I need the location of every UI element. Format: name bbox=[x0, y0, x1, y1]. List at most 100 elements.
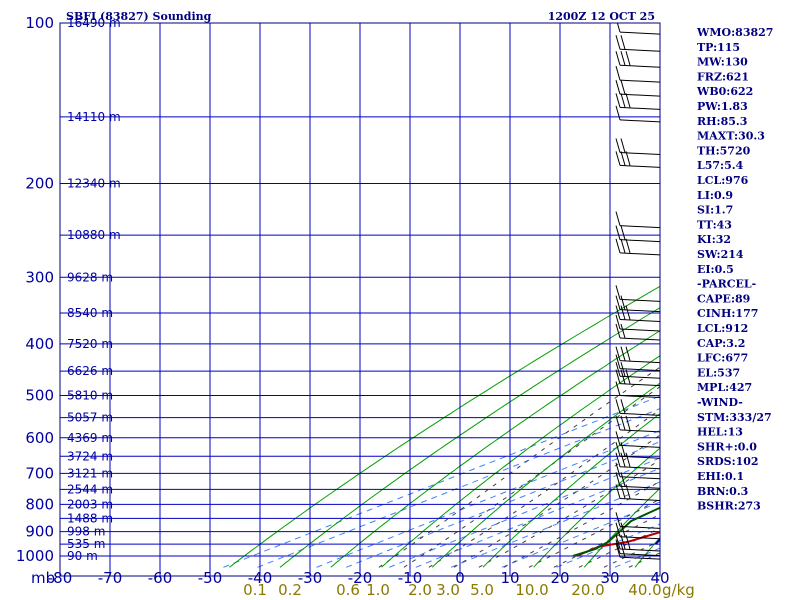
wind-barb-feather bbox=[615, 66, 621, 81]
wind-barb-staff bbox=[619, 476, 661, 480]
mixing-ratio-lines bbox=[223, 395, 660, 568]
temperature-tick-label: -30 bbox=[298, 569, 323, 587]
dry-adiabat bbox=[533, 447, 660, 568]
temperature-tick-label: 10 bbox=[500, 569, 519, 587]
wind-barb-feather bbox=[615, 93, 621, 108]
index-entry: RH:85.3 bbox=[697, 115, 747, 128]
wind-barb-staff bbox=[619, 383, 661, 387]
pressure-tick-label: 800 bbox=[25, 495, 54, 513]
wind-barbs bbox=[615, 23, 661, 560]
index-entry: LCL:976 bbox=[697, 174, 749, 187]
pressure-tick-label: 200 bbox=[25, 174, 54, 192]
wind-barb-feather bbox=[615, 362, 621, 377]
wind-barb-staff bbox=[619, 164, 661, 168]
wind-barb-feather bbox=[620, 415, 626, 431]
wind-barb-feather bbox=[625, 151, 631, 166]
wind-barb-staff bbox=[619, 225, 661, 229]
pressure-unit-label: mb bbox=[31, 569, 55, 587]
mixing-ratio-line bbox=[450, 481, 660, 568]
index-entry: BSHR:273 bbox=[697, 500, 761, 513]
height-label: 535 m bbox=[67, 537, 105, 551]
wind-barb-staff bbox=[619, 328, 661, 332]
wind-barb-staff bbox=[619, 48, 661, 52]
height-label: 3121 m bbox=[67, 466, 113, 480]
index-entry: KI:32 bbox=[697, 233, 731, 246]
dry-adiabat bbox=[279, 307, 660, 568]
mixing-ratio-tick-label: 3.0 bbox=[436, 581, 460, 599]
time-label: 1200Z 12 OCT 25 bbox=[548, 10, 655, 23]
index-entry: SI:1.7 bbox=[697, 204, 733, 217]
wind-barb-staff bbox=[619, 31, 661, 35]
index-entry: TT:43 bbox=[697, 218, 732, 231]
temperature-tick-label: -50 bbox=[198, 569, 223, 587]
index-entry: LI:0.9 bbox=[697, 189, 733, 202]
wind-barb-feather bbox=[615, 415, 621, 431]
mixing-ratio-unit-label: g/kg bbox=[662, 581, 695, 599]
wind-barb-staff bbox=[619, 79, 661, 83]
wind-barb-staff bbox=[619, 395, 661, 399]
wind-barb-staff bbox=[619, 466, 661, 470]
wind-barb-feather bbox=[615, 381, 621, 396]
wind-barb-feather bbox=[620, 305, 626, 320]
height-label: 1488 m bbox=[67, 511, 113, 525]
wind-barb-feather bbox=[625, 346, 631, 361]
wind-barb-feather bbox=[620, 543, 626, 558]
wind-barb-feather bbox=[625, 534, 631, 550]
index-entry: CINH:177 bbox=[697, 307, 758, 320]
wind-barb-feather bbox=[620, 484, 626, 499]
wind-barb-staff bbox=[619, 252, 661, 256]
height-label: 3724 m bbox=[67, 449, 113, 463]
wind-barb-feather bbox=[615, 512, 621, 527]
dry-adiabat bbox=[482, 412, 660, 568]
sounding-profiles bbox=[572, 506, 660, 557]
height-label: 6626 m bbox=[67, 364, 113, 378]
mixing-ratio-tick-label: 20.0 bbox=[571, 581, 604, 599]
mixing-ratio-tick-labels: 0.1 0.2 0.6 1.0 2.0 3.0 5.0 10.0 20.0 40.0 bbox=[243, 581, 662, 599]
wind-barb-feather bbox=[615, 138, 621, 153]
wind-barb-staff bbox=[619, 337, 661, 341]
height-label: 998 m bbox=[67, 525, 105, 539]
pressure-tick-label: 600 bbox=[25, 429, 54, 447]
wind-barb-staff bbox=[619, 309, 661, 313]
pressure-tick-label: 700 bbox=[25, 464, 54, 482]
wind-barb-staff bbox=[619, 298, 661, 302]
index-entry: SHR+:0.0 bbox=[697, 440, 757, 453]
mixing-ratio-line bbox=[257, 408, 660, 568]
mixing-ratio-tick-label: 1.0 bbox=[366, 581, 390, 599]
mixing-ratio-line bbox=[389, 457, 660, 568]
mixing-ratio-tick-label: 2.0 bbox=[408, 581, 432, 599]
mixing-ratio-tick-label: 40.0 bbox=[628, 581, 661, 599]
height-label: 5057 m bbox=[67, 411, 113, 425]
wind-barb-feather bbox=[615, 105, 621, 121]
wind-barb-feather bbox=[615, 285, 621, 300]
height-label: 9628 m bbox=[67, 270, 113, 284]
wind-barb-staff bbox=[619, 119, 661, 123]
temperature-tick-label: -80 bbox=[48, 569, 73, 587]
pressure-tick-labels: 100 200 300 400 500 600 700 800 900 1000 bbox=[16, 14, 54, 565]
wind-barb-staff bbox=[619, 556, 661, 560]
height-label: 90 m bbox=[67, 549, 98, 563]
index-entry: LCL:912 bbox=[697, 322, 748, 335]
dry-adiabat bbox=[431, 382, 660, 568]
wind-barb-feather bbox=[620, 138, 626, 153]
wind-barb-feather bbox=[615, 211, 621, 226]
wind-barb-staff bbox=[619, 106, 661, 110]
index-entry: SW:214 bbox=[697, 248, 744, 261]
wind-barb-feather bbox=[620, 346, 626, 361]
wind-barb-feather bbox=[615, 369, 621, 384]
mixing-ratio-tick-label: 0.1 bbox=[243, 581, 267, 599]
isobar-grid bbox=[60, 22, 660, 557]
wind-barb-feather bbox=[615, 442, 621, 457]
pressure-tick-label: 1000 bbox=[16, 547, 54, 565]
wind-barb-staff bbox=[619, 64, 661, 68]
wind-barb-feather bbox=[620, 534, 626, 550]
index-entry: STM:333/27 bbox=[697, 411, 772, 424]
moist-adiabat bbox=[428, 408, 660, 568]
wind-barb-staff bbox=[619, 444, 661, 448]
wind-barb-feather bbox=[620, 225, 626, 240]
index-entry: CAP:3.2 bbox=[697, 337, 745, 350]
index-entry: WB0:622 bbox=[696, 85, 753, 98]
index-entry: EHI:0.1 bbox=[697, 470, 744, 483]
index-entry: WMO:83827 bbox=[696, 26, 773, 39]
